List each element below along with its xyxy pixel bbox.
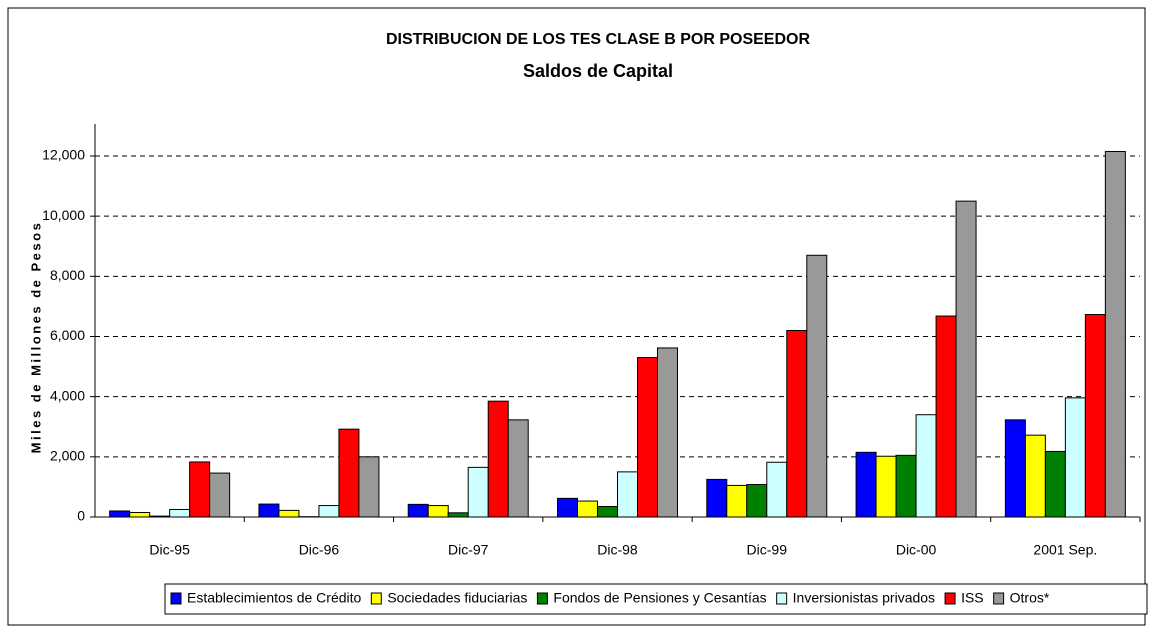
bar: [915, 414, 937, 518]
legend-label: Sociedades fiduciarias: [387, 590, 527, 606]
legend-marker: [370, 592, 382, 605]
bar: [855, 451, 877, 518]
bar: [427, 505, 449, 518]
legend-label: Fondos de Pensiones y Cesantías: [553, 590, 766, 606]
legend-marker: [170, 592, 182, 605]
bar: [467, 466, 489, 518]
chart-subtitle: Saldos de Capital: [523, 61, 673, 81]
bar: [487, 400, 509, 518]
bar: [338, 428, 360, 518]
y-tick-label: 12,000: [42, 147, 85, 163]
bar: [507, 419, 529, 518]
legend-label: ISS: [961, 590, 984, 606]
chart-title: DISTRIBUCION DE LOS TES CLASE B POR POSE…: [386, 31, 810, 48]
bar: [109, 510, 131, 518]
bar: [407, 503, 429, 518]
bar: [557, 497, 578, 518]
bar: [129, 511, 151, 518]
bar: [1044, 450, 1066, 518]
x-tick-label: Dic-97: [448, 542, 489, 558]
bar: [637, 357, 658, 518]
bar: [278, 509, 300, 518]
bar: [875, 455, 897, 518]
bar: [1004, 419, 1026, 518]
bar: [1084, 314, 1106, 518]
bar: [895, 454, 917, 518]
legend-box: [164, 583, 1148, 615]
y-tick-label: 10,000: [42, 207, 85, 223]
bar: [955, 200, 977, 518]
bar: [1064, 397, 1086, 518]
legend-marker: [993, 592, 1005, 605]
bar: [806, 254, 828, 518]
x-tick-label: Dic-98: [597, 542, 638, 558]
bar: [577, 500, 598, 518]
x-tick-label: Dic-99: [747, 542, 788, 558]
x-tick-label: 2001 Sep.: [1033, 542, 1097, 558]
bar: [169, 508, 191, 518]
y-axis-label: Miles de Millones de Pesos: [28, 221, 43, 454]
bar: [318, 505, 340, 518]
bar: [786, 329, 808, 518]
x-tick-label: Dic-96: [299, 542, 340, 558]
bar: [726, 484, 748, 518]
x-tick-label: Dic-95: [149, 542, 190, 558]
y-tick-label: 2,000: [50, 448, 85, 464]
bar: [209, 472, 231, 518]
bar: [766, 461, 788, 518]
y-tick-label: 0: [77, 508, 85, 524]
bar: [617, 471, 638, 518]
bar: [189, 461, 211, 518]
bar: [358, 456, 380, 518]
legend-marker: [776, 592, 788, 605]
legend-label: Inversionistas privados: [793, 590, 935, 606]
bar: [1104, 150, 1126, 518]
legend-marker: [944, 592, 956, 605]
bar: [935, 315, 957, 518]
legend-label: Establecimientos de Crédito: [187, 590, 362, 606]
bar: [597, 505, 618, 518]
bar: [746, 484, 768, 518]
bar: [1024, 434, 1046, 518]
y-tick-label: 8,000: [50, 267, 85, 283]
legend-label: Otros*: [1010, 590, 1050, 606]
bar: [258, 503, 280, 518]
x-tick-label: Dic-00: [896, 542, 937, 558]
y-tick-label: 4,000: [50, 387, 85, 403]
legend-marker: [536, 592, 548, 605]
bar: [657, 347, 678, 518]
bar: [706, 478, 728, 518]
y-tick-label: 6,000: [50, 327, 85, 343]
bar: [447, 512, 469, 518]
bar: [149, 515, 171, 518]
